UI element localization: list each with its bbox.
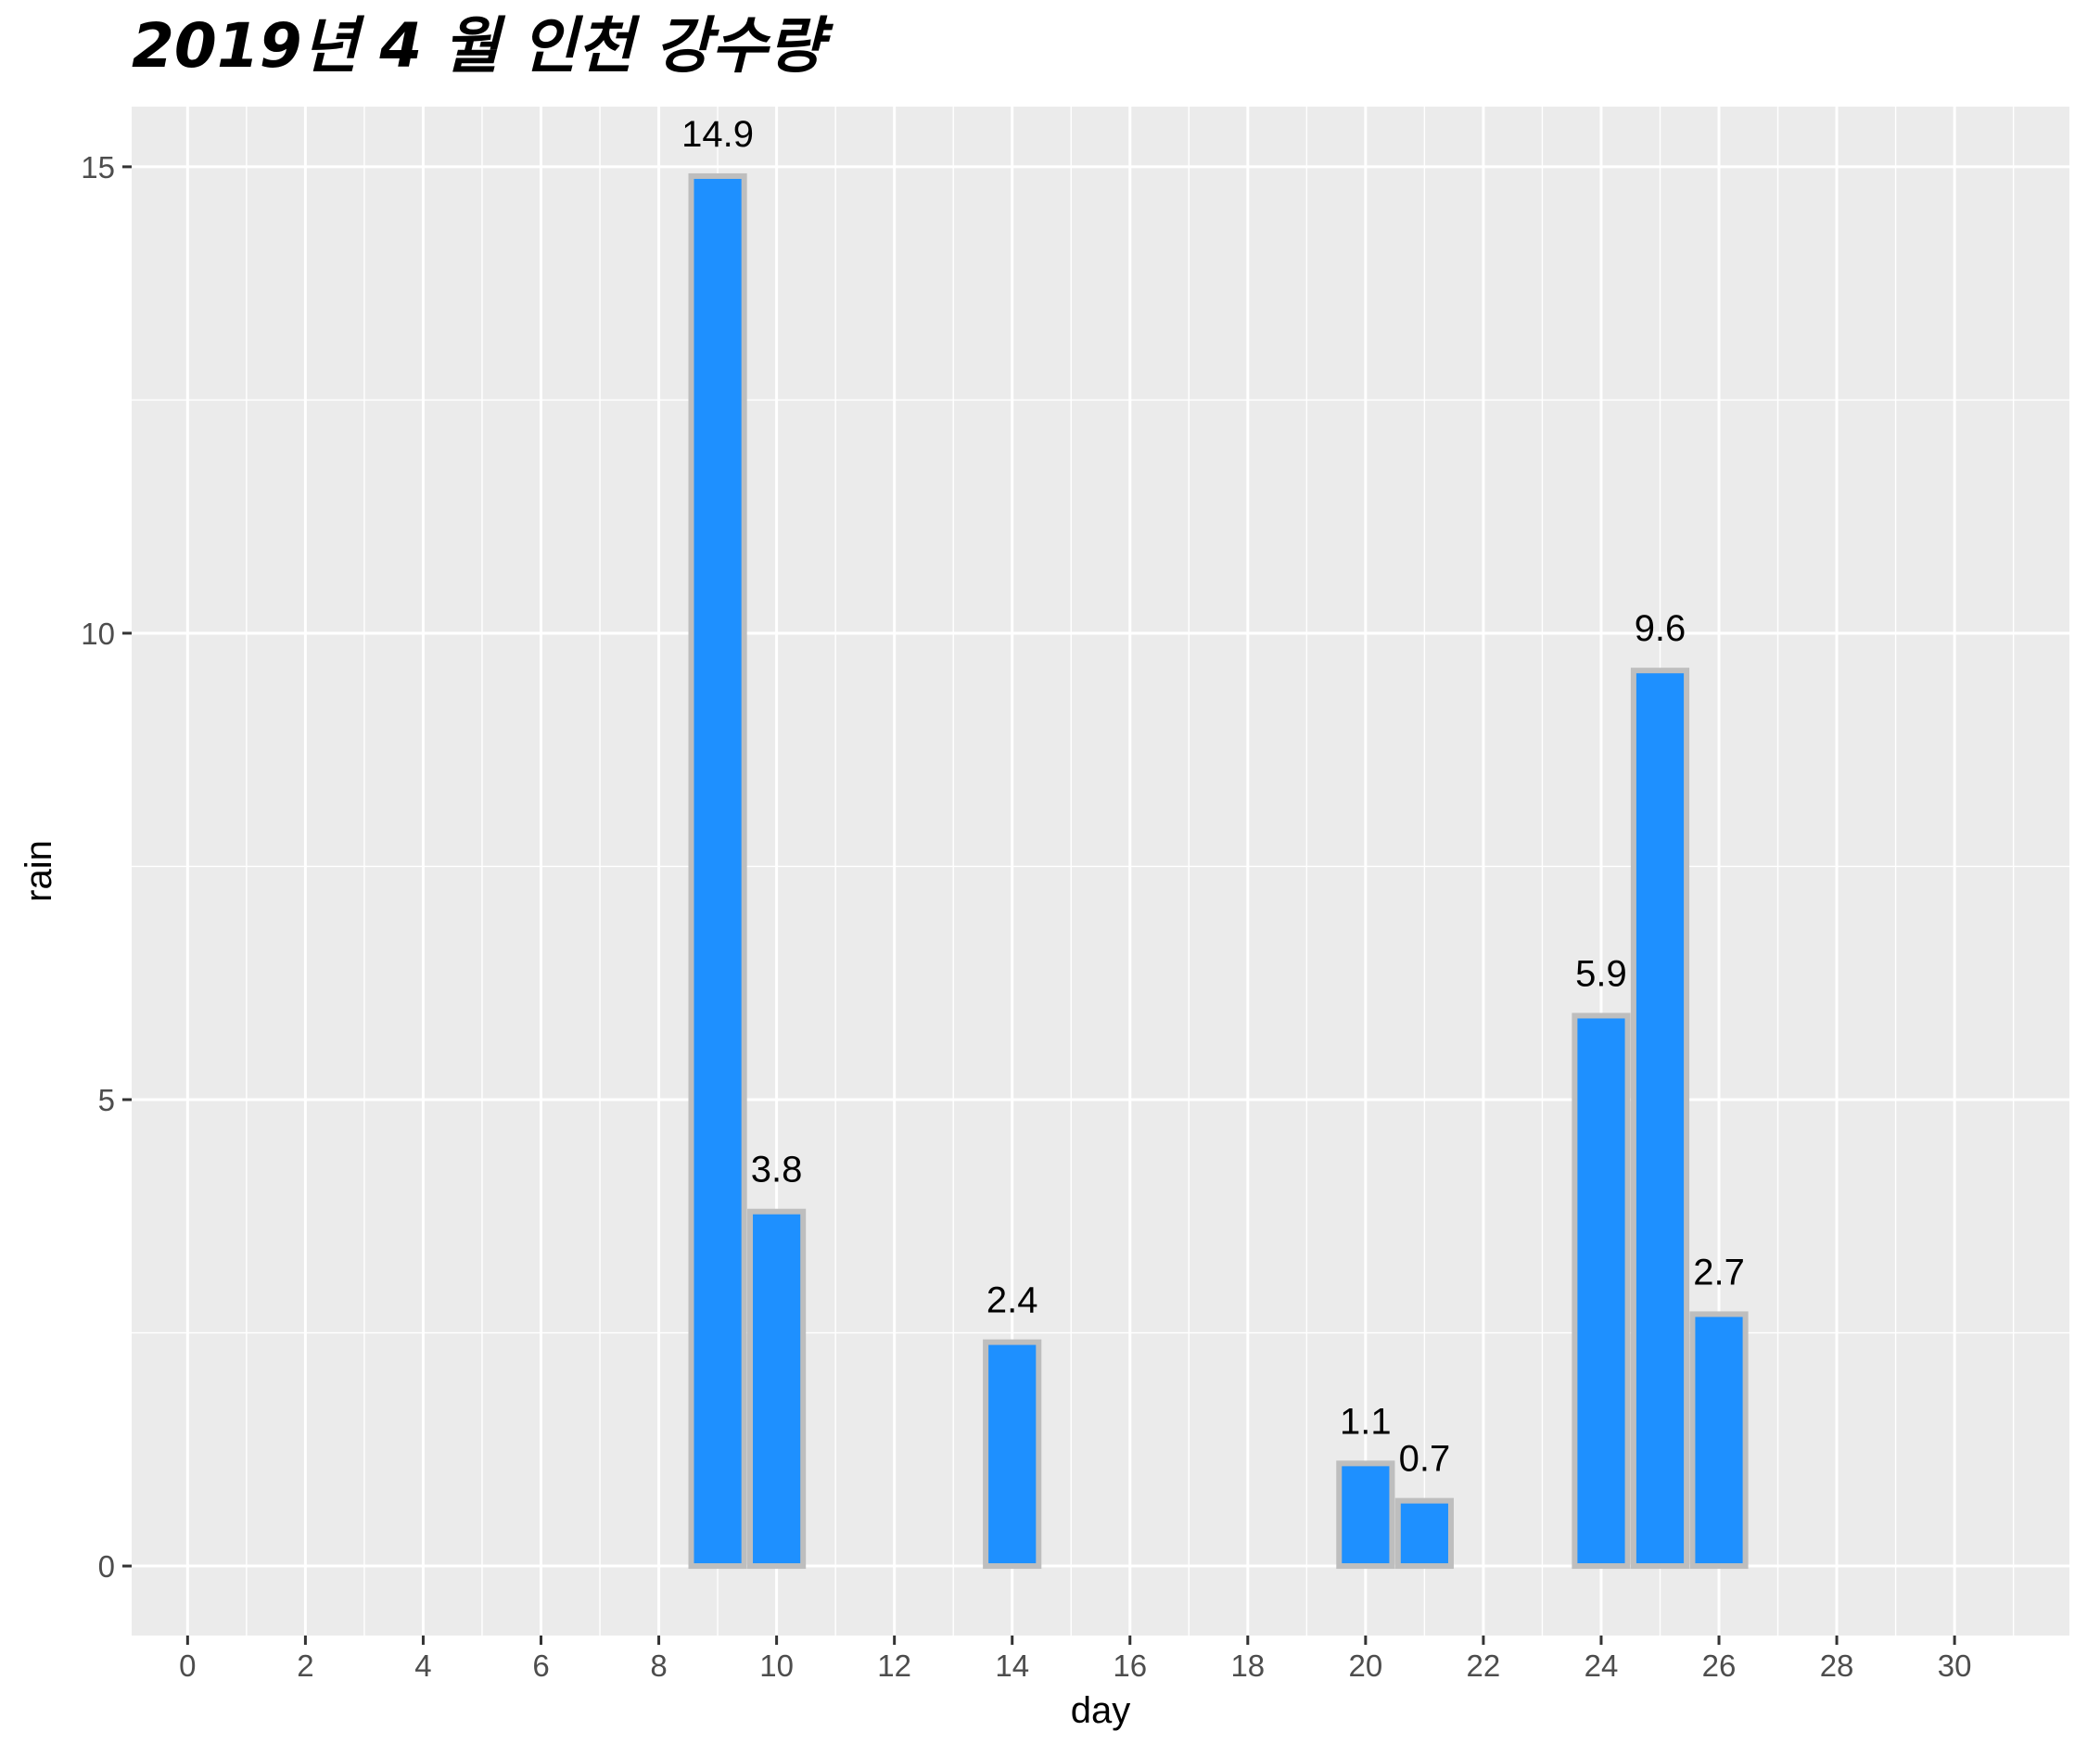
x-tick-label: 26: [1702, 1649, 1737, 1683]
x-axis-title: day: [1071, 1690, 1131, 1731]
bar-day-26: [1689, 1311, 1749, 1570]
y-axis: 0 5 10 15: [81, 150, 132, 1584]
bar-day-20: [1336, 1460, 1395, 1570]
minor-gridlines: [132, 107, 2069, 1636]
bar-series: [688, 172, 1749, 1570]
y-tick-label: 0: [98, 1549, 115, 1584]
data-label-day-25: 9.6: [1635, 608, 1686, 649]
x-tick-label: 12: [877, 1649, 911, 1683]
y-tick-label: 15: [81, 150, 115, 185]
data-labels: 14.9 3.8 2.4 1.10.7 5.9 9.6 2.7: [681, 114, 1745, 1480]
x-tick-label: 8: [650, 1649, 667, 1683]
data-label-day-10: 3.8: [751, 1150, 803, 1190]
chart-title: 2019년 4 월 인천 강수량: [132, 10, 834, 82]
data-label-day-14: 2.4: [986, 1280, 1038, 1321]
data-label-day-24: 5.9: [1575, 953, 1627, 994]
bar-day-21: [1394, 1497, 1454, 1570]
data-label-day-21: 0.7: [1399, 1439, 1451, 1480]
x-tick-label: 6: [532, 1649, 549, 1683]
data-label-day-26: 2.7: [1693, 1252, 1745, 1292]
x-tick-label: 16: [1113, 1649, 1147, 1683]
x-tick-label: 0: [179, 1649, 196, 1683]
x-tick-label: 28: [1820, 1649, 1854, 1683]
x-tick-label: 18: [1230, 1649, 1265, 1683]
bar-day-25: [1630, 668, 1690, 1570]
bar-day-9: [688, 172, 747, 1570]
x-tick-label: 20: [1349, 1649, 1383, 1683]
x-tick-label: 2: [297, 1649, 313, 1683]
y-tick-label: 5: [98, 1083, 115, 1117]
data-label-day-20: 1.1: [1340, 1401, 1392, 1442]
x-axis: 0 2 4 6 8 10 12 14 16 18 20 22 24 26 28 30: [179, 1636, 1971, 1683]
x-tick-label: 14: [995, 1649, 1029, 1683]
x-tick-label: 24: [1585, 1649, 1619, 1683]
y-tick-label: 10: [81, 617, 115, 651]
bar-day-24: [1572, 1012, 1631, 1570]
bar-day-14: [983, 1339, 1042, 1570]
bar-day-10: [747, 1208, 807, 1570]
y-axis-title: rain: [19, 840, 59, 902]
x-tick-label: 30: [1938, 1649, 1972, 1683]
x-tick-label: 4: [414, 1649, 431, 1683]
data-label-day-9: 14.9: [681, 114, 754, 155]
x-tick-label: 22: [1467, 1649, 1501, 1683]
x-tick-label: 10: [759, 1649, 794, 1683]
